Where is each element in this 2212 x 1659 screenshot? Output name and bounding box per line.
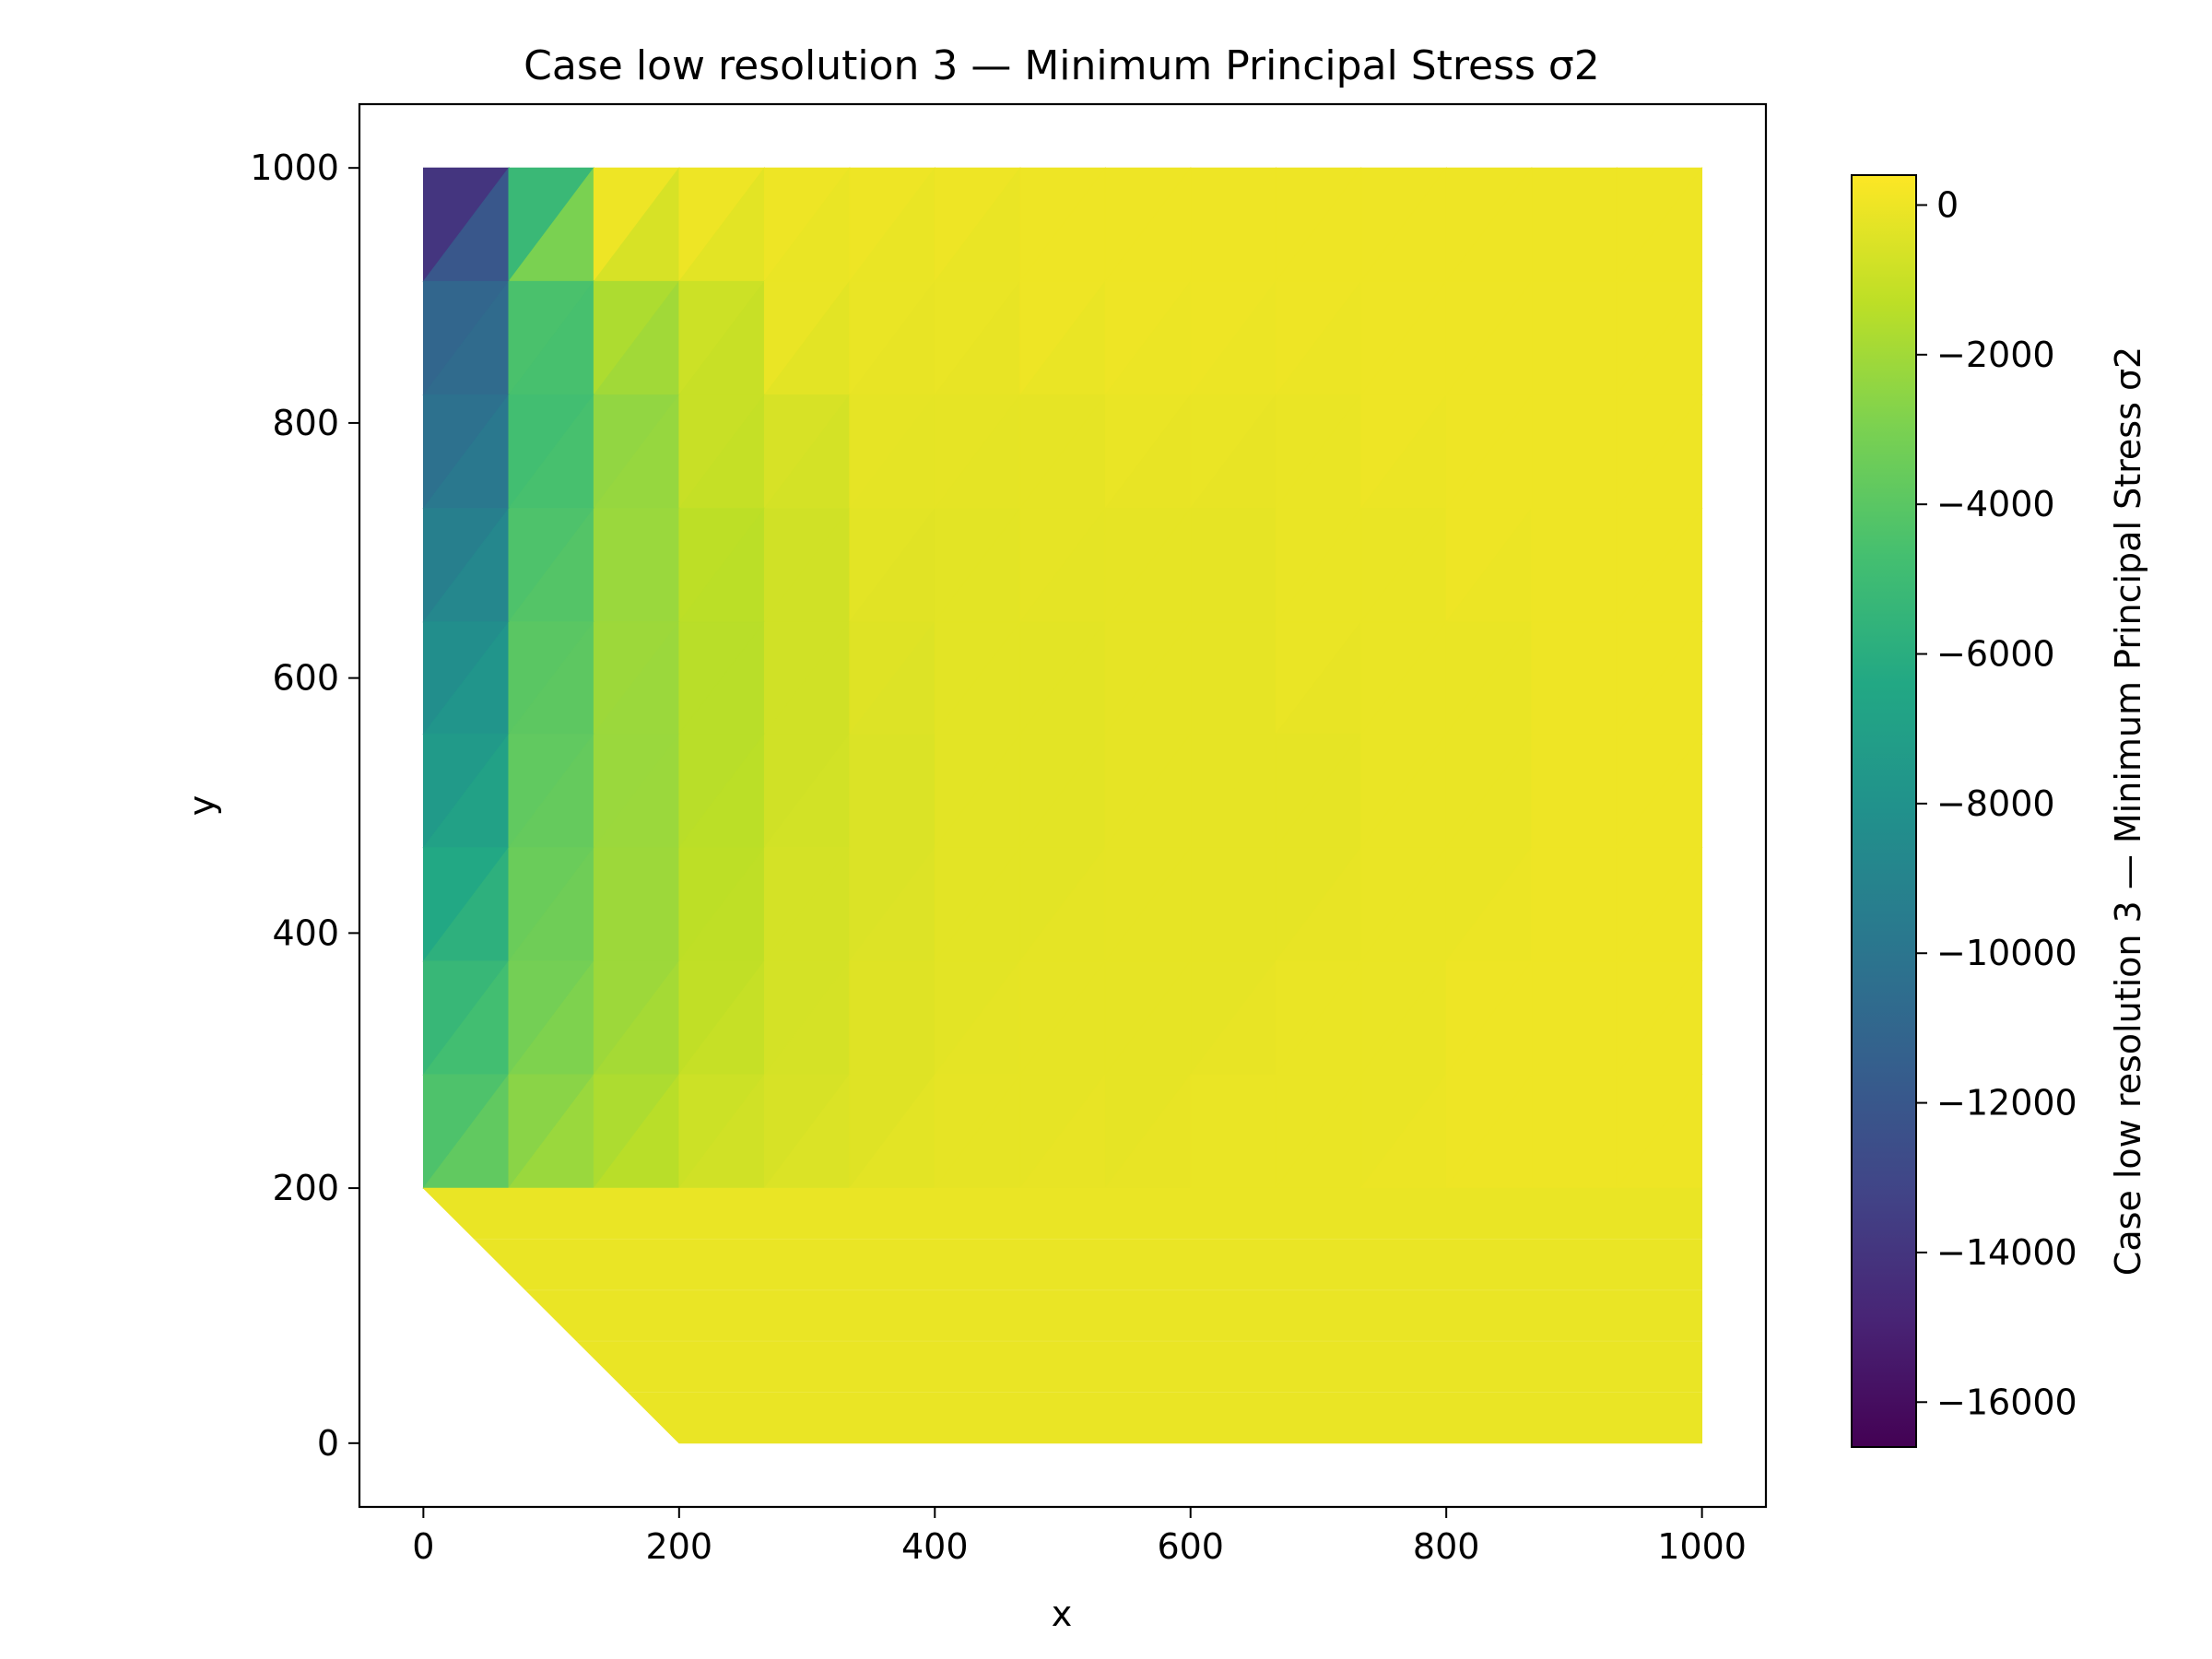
y-tick-label: 600 (272, 658, 339, 699)
y-tick-label: 200 (272, 1168, 339, 1208)
y-tick-label: 0 (317, 1423, 339, 1464)
colorbar (1851, 174, 1917, 1448)
colorbar-tick-label: 0 (1936, 184, 1959, 225)
chart-title: Case low resolution 3 — Minimum Principa… (524, 42, 1600, 89)
colorbar-ticks: 0 −2000 −4000 −6000 −8000 −10000 −12000 −14000 −… (1916, 184, 2077, 1422)
plot-frame (358, 102, 1768, 1509)
colorbar-tick-label: −12000 (1936, 1083, 2077, 1124)
colorbar-tick-label: −10000 (1936, 933, 2077, 973)
y-tick-label: 800 (272, 403, 339, 443)
colorbar-tick-label: −14000 (1936, 1232, 2077, 1273)
y-axis-ticks: 0 200 400 600 800 1000 (250, 147, 359, 1464)
x-tick-label: 1000 (1657, 1526, 1747, 1567)
x-tick-label: 800 (1413, 1526, 1480, 1567)
colorbar-tick-label: −16000 (1936, 1382, 2077, 1422)
x-tick-label: 0 (412, 1526, 434, 1567)
y-axis-label: y (182, 795, 222, 817)
colorbar-tick-label: −6000 (1936, 634, 2055, 675)
x-tick-label: 600 (1157, 1526, 1224, 1567)
colorbar-tick-label: −2000 (1936, 335, 2055, 375)
colorbar-label: Case low resolution 3 — Minimum Principa… (2108, 347, 2148, 1276)
mesh-bottom-region (422, 1187, 1703, 1444)
colorbar-tick-label: −8000 (1936, 783, 2055, 824)
y-tick-label: 400 (272, 912, 339, 953)
x-tick-label: 400 (901, 1526, 969, 1567)
x-axis-ticks: 0 200 400 600 800 1000 (412, 1507, 1747, 1567)
y-tick-label: 1000 (250, 147, 339, 188)
x-tick-label: 200 (646, 1526, 713, 1567)
colorbar-tick-label: −4000 (1936, 484, 2055, 524)
stress-mesh (422, 166, 1703, 1444)
x-axis-label: x (1052, 1594, 1073, 1634)
